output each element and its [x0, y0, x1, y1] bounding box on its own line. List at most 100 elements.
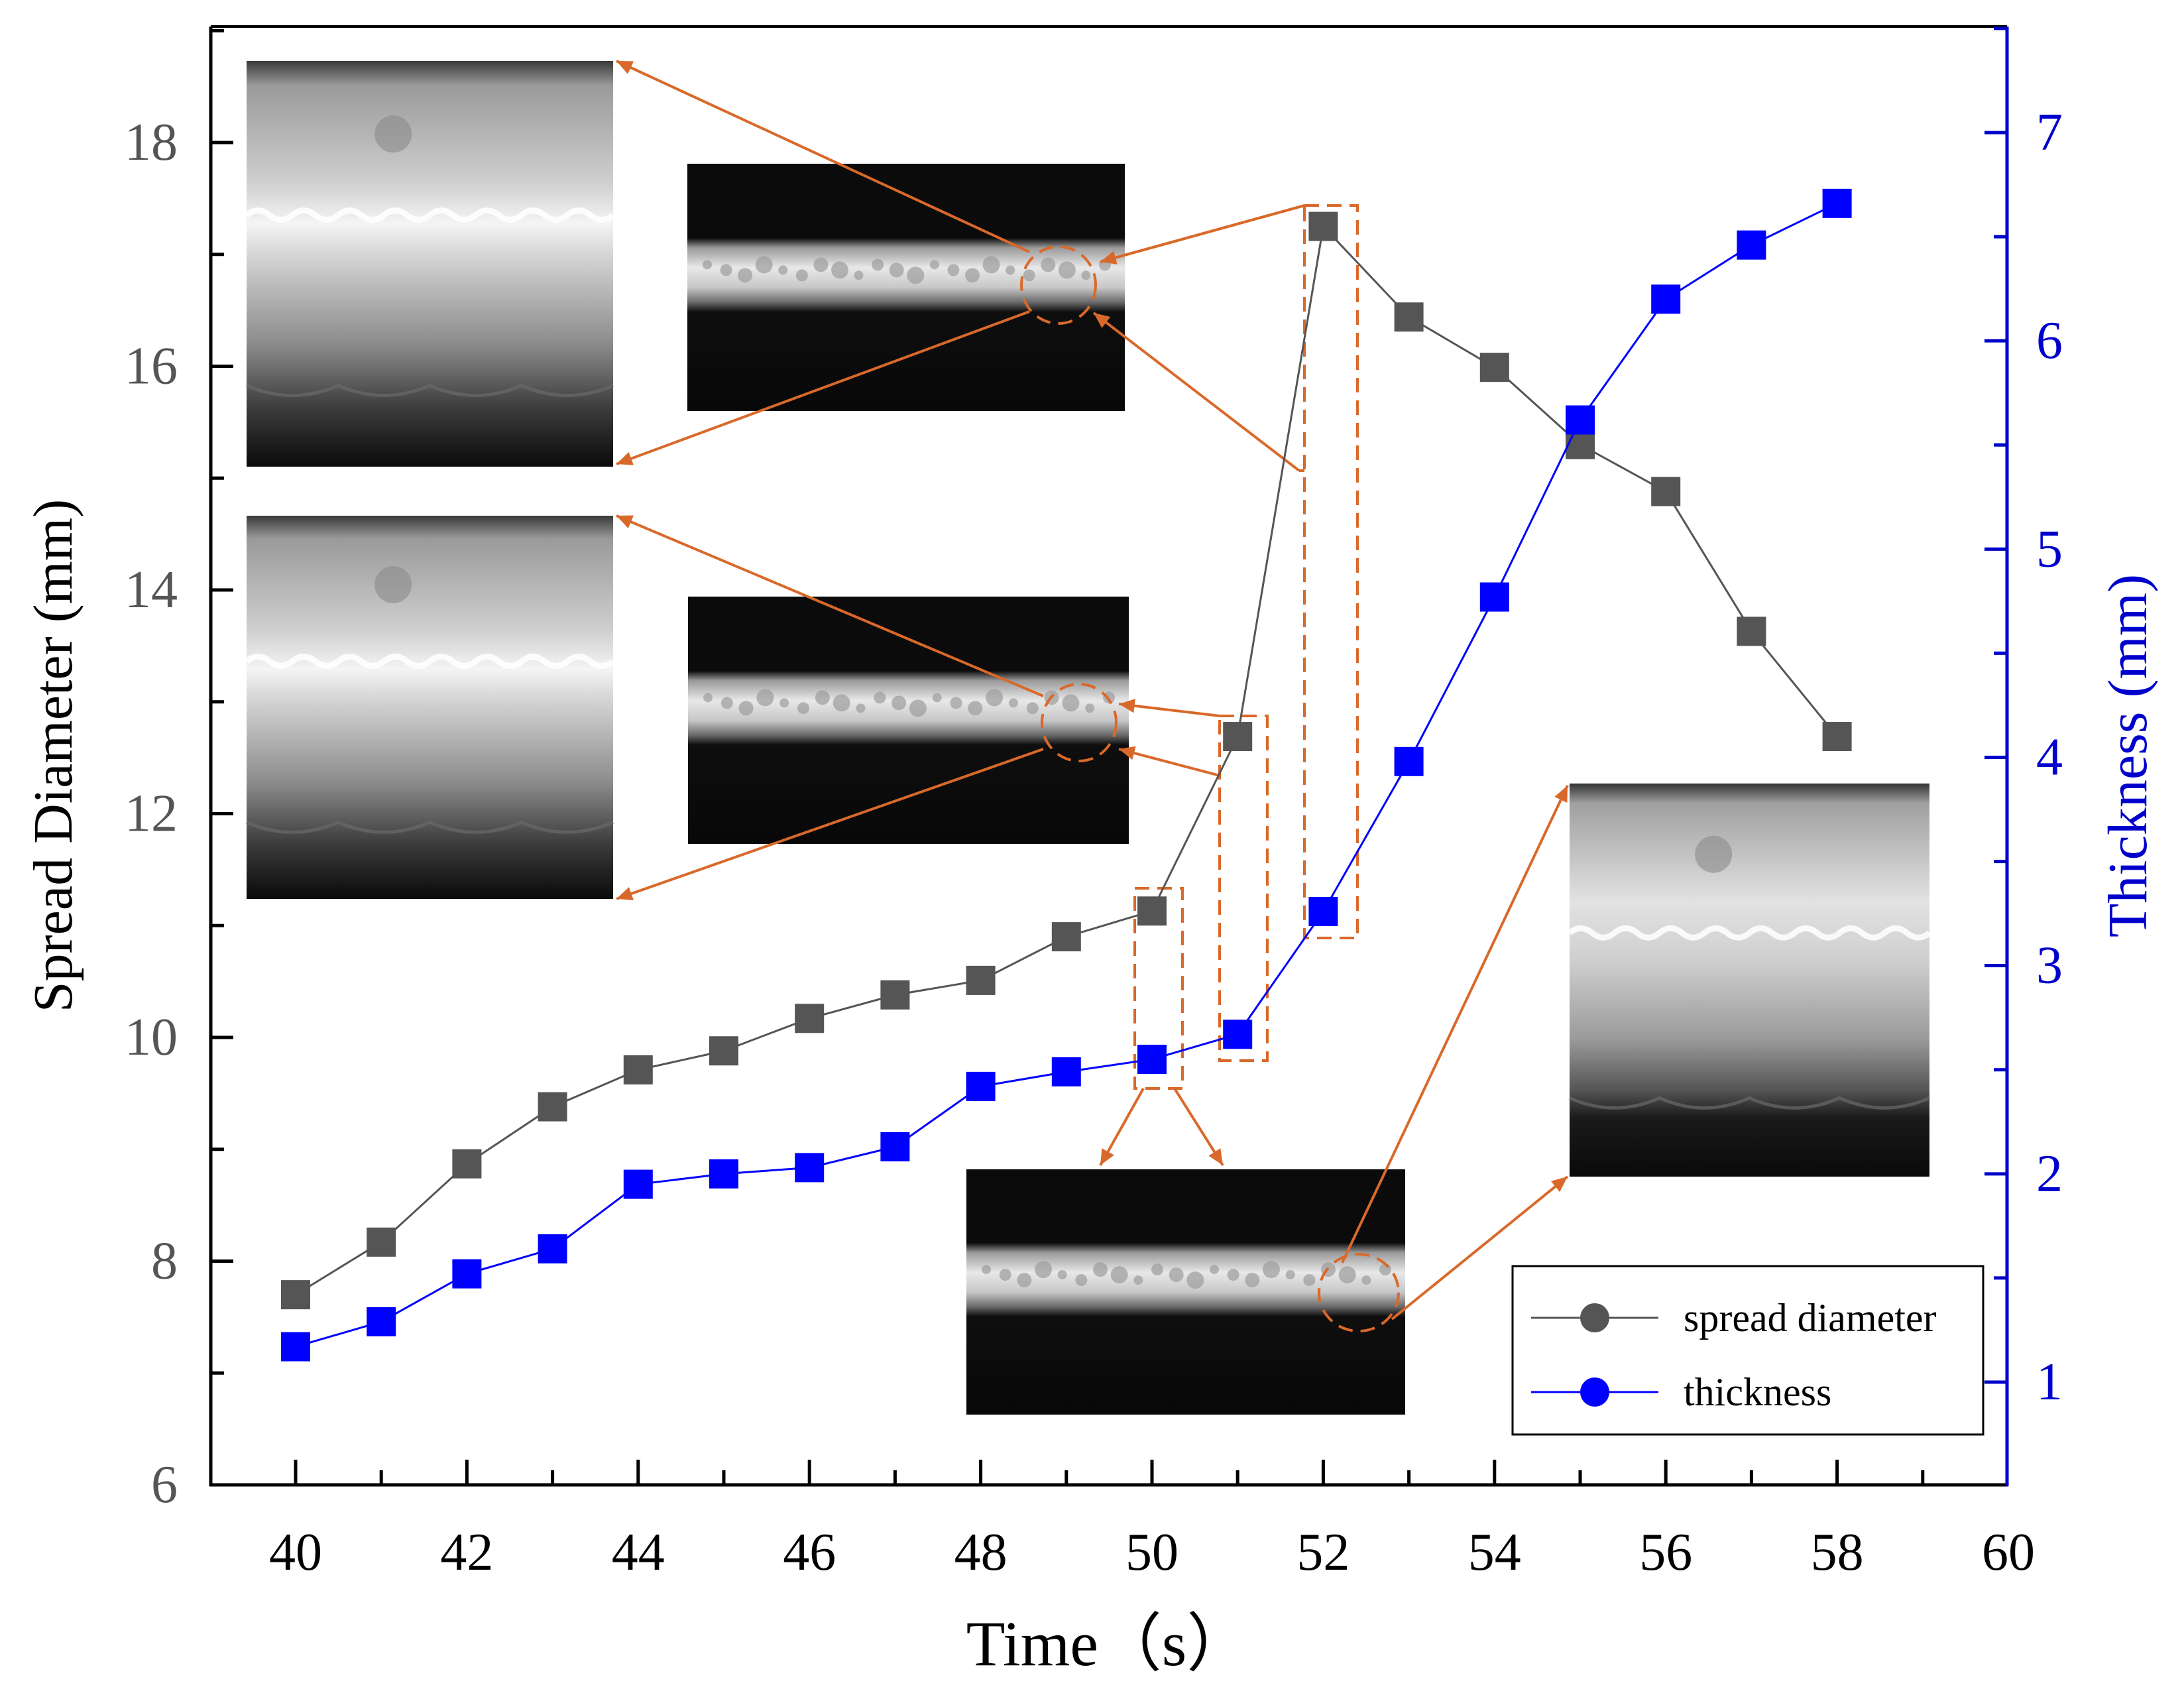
arrow-box-t50-right-head — [1208, 1148, 1223, 1165]
inset-bubble — [720, 697, 733, 709]
y-axis-left-title: Spread Diameter (mm) — [23, 499, 84, 1012]
inset-bubble — [374, 566, 412, 604]
inset-bubble — [965, 268, 980, 283]
inset-bubble — [907, 266, 925, 284]
data-point — [1308, 896, 1338, 926]
data-point — [538, 1234, 567, 1263]
inset-bubble — [1057, 1270, 1067, 1280]
arrow-box-t50-left-head — [1100, 1148, 1114, 1165]
inset-bubble — [815, 690, 830, 705]
inset-bubble — [797, 702, 810, 715]
data-point — [1479, 353, 1509, 382]
x-tick-label: 50 — [1125, 1523, 1178, 1582]
arrow-zoom50-top-head — [1554, 786, 1568, 803]
data-point — [966, 1071, 996, 1101]
inset-photo — [247, 516, 613, 899]
y-axis-right-title: Thickness (mm) — [2097, 574, 2159, 937]
inset-bubble — [1227, 1269, 1239, 1281]
y-right-tick-label: 4 — [2036, 729, 2063, 787]
legend: spread diameter thickness — [1511, 1265, 1984, 1436]
inset-bubble — [1023, 269, 1035, 282]
inset-photo — [966, 1169, 1405, 1415]
zoom-circle-t51 — [1041, 683, 1118, 762]
inset-bubble — [1026, 702, 1039, 715]
data-point — [709, 1159, 738, 1189]
data-point — [709, 1036, 738, 1066]
arrow-box-t52-bottom-head — [1094, 313, 1111, 328]
highlight-box-t52 — [1303, 204, 1359, 939]
y-right-tick-label: 6 — [2036, 312, 2063, 370]
inset-bubble — [1303, 1274, 1316, 1287]
inset-crest — [245, 654, 615, 670]
data-point — [795, 1153, 825, 1183]
inset-bubble — [738, 268, 753, 283]
inset-crest — [245, 207, 615, 223]
legend-label-spread-diameter: spread diameter — [1684, 1296, 1936, 1340]
inset-t52-zoom — [245, 61, 615, 467]
inset-bubble — [1093, 1262, 1108, 1277]
inset-bubble — [833, 694, 850, 712]
y-right-tick-label: 3 — [2036, 937, 2063, 995]
arrow-zoom51-top — [616, 514, 1044, 697]
data-point — [1822, 722, 1852, 752]
inset-t52-overview — [687, 164, 1125, 411]
arrow-zoom51-bottom — [616, 748, 1044, 900]
data-point — [367, 1307, 396, 1336]
data-point — [1223, 1020, 1253, 1049]
x-tick-label: 60 — [1982, 1523, 2035, 1582]
inset-bubble — [1085, 703, 1095, 713]
inset-bubble — [1041, 257, 1056, 272]
y-right-tick-label: 5 — [2036, 520, 2063, 578]
inset-bubble — [947, 264, 960, 276]
x-tick-label: 52 — [1296, 1523, 1350, 1582]
data-point — [281, 1332, 310, 1362]
arrow-zoom-top — [616, 60, 1030, 253]
y-right-tick-label: 7 — [2036, 103, 2063, 162]
arrow-box-t52-bottom — [1092, 312, 1300, 472]
inset-bubble — [1695, 835, 1733, 873]
x-axis-title: Time（s） — [966, 1608, 1251, 1679]
inset-bubble — [738, 701, 754, 716]
legend-marker-spread-diameter — [1580, 1303, 1609, 1332]
inset-bubble — [872, 259, 884, 271]
inset-photo — [687, 164, 1125, 411]
zoom-circle-t52 — [1020, 245, 1097, 325]
inset-bubble — [889, 263, 904, 278]
data-point — [1308, 211, 1338, 241]
inset-bubble — [1081, 270, 1091, 280]
arrow-zoom50-bottom — [1391, 1175, 1569, 1320]
data-point — [623, 1169, 653, 1199]
inset-t51-overview — [688, 597, 1129, 844]
arrow-zoom51-top-head — [616, 515, 634, 529]
arrow-zoom51-bottom-head — [616, 887, 634, 901]
y-left-tick-label: 12 — [125, 785, 178, 843]
inset-bubble — [909, 699, 927, 717]
arrow-zoom50-bottom-head — [1550, 1177, 1568, 1193]
inset-bubble — [1017, 1273, 1032, 1288]
inset-bubble — [950, 697, 962, 709]
inset-bubble — [779, 698, 789, 708]
annotation-arrows — [616, 60, 1569, 1332]
data-point — [1394, 746, 1424, 776]
x-tick-label: 56 — [1639, 1523, 1692, 1582]
x-tick-label: 46 — [783, 1523, 836, 1582]
data-point — [1566, 430, 1595, 459]
data-point — [880, 980, 910, 1010]
inset-bubble — [999, 1269, 1011, 1281]
inset-bubble — [755, 256, 773, 274]
inset-bubble — [813, 257, 829, 272]
y-left-tick-label: 18 — [125, 113, 178, 172]
data-point — [452, 1259, 482, 1289]
inset-bubble — [831, 261, 848, 279]
y-left-tick-label: 10 — [125, 1008, 178, 1067]
inset-bubble — [1008, 698, 1018, 708]
inset-bubble — [1035, 1261, 1052, 1279]
inset-bubble — [1075, 1274, 1088, 1287]
data-point — [1051, 922, 1081, 952]
inset-bubble — [1210, 1265, 1219, 1275]
inset-bubble — [703, 693, 713, 703]
legend-marker-thickness — [1580, 1377, 1609, 1407]
data-point — [1737, 230, 1766, 260]
inset-images — [245, 61, 1931, 1415]
inset-bubble — [1186, 1271, 1204, 1289]
